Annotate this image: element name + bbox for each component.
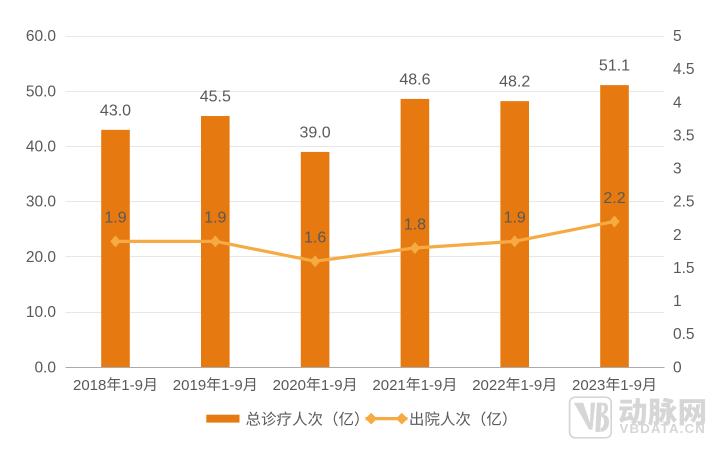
svg-text:43.0: 43.0: [100, 102, 131, 119]
svg-text:48.2: 48.2: [499, 74, 530, 91]
svg-text:2021: 2021: [372, 377, 405, 394]
svg-text:2020: 2020: [273, 377, 306, 394]
svg-text:2019: 2019: [173, 377, 206, 394]
svg-text:VBDATA.CN: VBDATA.CN: [620, 421, 707, 436]
svg-text:3: 3: [673, 161, 682, 178]
svg-text:39.0: 39.0: [300, 125, 331, 142]
svg-text:40.0: 40.0: [26, 139, 57, 156]
svg-text:5: 5: [673, 28, 682, 45]
svg-text:1-9: 1-9: [620, 377, 642, 394]
svg-text:1-9: 1-9: [421, 377, 443, 394]
svg-text:1-9: 1-9: [121, 377, 143, 394]
svg-text:20.0: 20.0: [26, 249, 57, 266]
svg-text:0: 0: [673, 359, 682, 376]
svg-text:1-9: 1-9: [321, 377, 343, 394]
svg-text:51.1: 51.1: [599, 58, 630, 75]
svg-text:0.5: 0.5: [673, 326, 695, 343]
svg-text:1: 1: [673, 293, 682, 310]
svg-text:1-9: 1-9: [221, 377, 243, 394]
svg-text:1.8: 1.8: [404, 216, 426, 233]
svg-text:2022: 2022: [472, 377, 505, 394]
svg-text:2: 2: [673, 227, 682, 244]
svg-text:2023: 2023: [572, 377, 605, 394]
svg-text:1.5: 1.5: [673, 260, 695, 277]
svg-text:4.5: 4.5: [673, 61, 695, 78]
svg-text:1.9: 1.9: [104, 210, 126, 227]
svg-text:2.5: 2.5: [673, 194, 695, 211]
svg-text:1.9: 1.9: [504, 210, 526, 227]
svg-text:48.6: 48.6: [399, 72, 430, 89]
svg-text:2018: 2018: [73, 377, 106, 394]
svg-text:1-9: 1-9: [521, 377, 543, 394]
svg-text:3.5: 3.5: [673, 128, 695, 145]
svg-text:50.0: 50.0: [26, 83, 57, 100]
svg-text:4: 4: [673, 94, 682, 111]
svg-text:1.9: 1.9: [204, 210, 226, 227]
svg-text:45.5: 45.5: [200, 89, 231, 106]
svg-text:30.0: 30.0: [26, 194, 57, 211]
svg-text:2.2: 2.2: [603, 190, 625, 207]
svg-text:10.0: 10.0: [26, 304, 57, 321]
svg-text:1.6: 1.6: [304, 230, 326, 247]
svg-text:60.0: 60.0: [26, 28, 57, 45]
svg-text:0.0: 0.0: [34, 359, 56, 376]
